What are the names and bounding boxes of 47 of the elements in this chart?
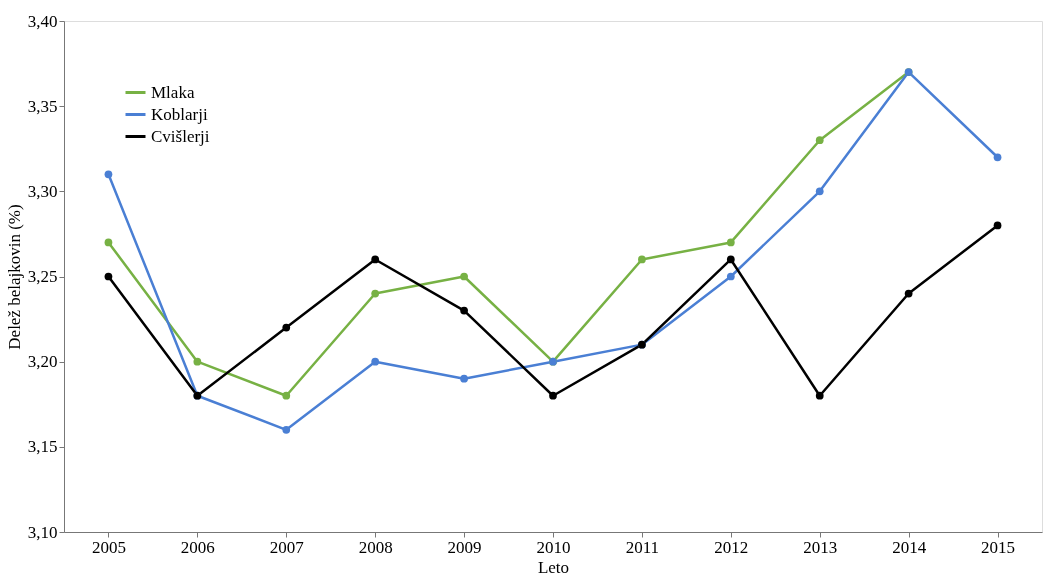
y-tick-label: 3,10 [27, 522, 58, 542]
point [104, 170, 113, 179]
x-tick-label: 2007 [269, 537, 305, 557]
point [282, 425, 291, 434]
point [726, 238, 735, 247]
y-tick-label: 3,20 [27, 352, 58, 372]
point [282, 323, 291, 332]
y-tick-label: 3,40 [27, 11, 58, 31]
point [815, 391, 824, 400]
y-tick-label: 3,35 [27, 96, 58, 116]
point [460, 374, 468, 383]
x-tick-label: 2014 [892, 537, 927, 557]
x-tick-label: 2012 [714, 537, 749, 557]
point [638, 255, 646, 264]
y-tick-label: 3,15 [27, 437, 58, 457]
point [104, 272, 113, 281]
x-tick-label: 2010 [536, 537, 571, 557]
point [726, 272, 735, 281]
legend-label: Mlaka [151, 82, 195, 102]
y-tick-label: 3,25 [27, 267, 58, 286]
x-tick-label: 2008 [358, 537, 393, 557]
x-tick-label: 2013 [803, 537, 838, 557]
point [460, 306, 468, 315]
y-tick-label: 3,30 [27, 181, 58, 201]
legend-label: Koblarji [151, 104, 208, 124]
legend-label: Cvišlerji [151, 126, 210, 146]
point [993, 153, 1002, 162]
point [104, 238, 113, 247]
x-tick-label: 2009 [447, 537, 482, 557]
point [993, 221, 1002, 230]
x-axis-title: Leto [537, 557, 570, 577]
point [371, 289, 380, 298]
point [371, 255, 380, 264]
point [726, 255, 735, 264]
point [904, 289, 913, 298]
y-axis-title: Delež belajkovin (%) [4, 204, 24, 350]
x-tick-label: 2005 [91, 537, 126, 557]
point [282, 391, 291, 400]
point [815, 136, 824, 145]
point [815, 187, 824, 196]
point [460, 272, 468, 281]
point [193, 357, 202, 366]
point [549, 391, 557, 400]
x-tick-label: 2015 [981, 537, 1016, 557]
x-tick-label: 2006 [180, 537, 215, 557]
x-tick-label: 2011 [625, 537, 660, 557]
point [371, 357, 380, 366]
